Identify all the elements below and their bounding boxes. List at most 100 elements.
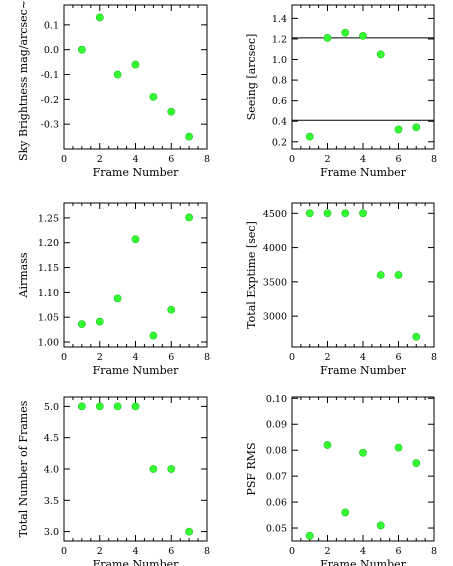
x-tick-label: 6 (168, 352, 174, 363)
data-point (394, 271, 403, 279)
y-tick-label: 0.4 (272, 117, 287, 128)
y-tick-label: 0.07 (266, 472, 287, 483)
x-tick-label: 8 (204, 352, 210, 363)
y-axis-label: Airmass (17, 252, 30, 298)
x-tick-label: 8 (204, 154, 210, 165)
data-point (376, 50, 385, 59)
y-tick-label: 1.0 (272, 55, 287, 66)
data-point (77, 45, 86, 54)
x-tick-label: 6 (395, 154, 401, 165)
x-axis-label: Frame Number (93, 166, 180, 179)
x-tick-label: 2 (97, 546, 103, 557)
x-tick-label: 4 (360, 154, 366, 165)
x-tick-label: 6 (395, 352, 401, 363)
data-point (149, 331, 158, 340)
data-point (131, 60, 140, 69)
x-tick-label: 0 (289, 546, 295, 557)
data-point (305, 132, 314, 141)
data-point (323, 209, 332, 218)
data-point (412, 332, 421, 341)
y-tick-label: 4000 (263, 243, 287, 254)
x-axis-label: Frame Number (320, 166, 407, 179)
data-point (167, 305, 176, 314)
panel-3: 0 2 4 6 8 1.25 1.20 1.15 1.10 1.05 1.00 Frame Numbe… (17, 202, 210, 377)
y-tick-label: -0.1 (41, 70, 59, 81)
data-point (131, 402, 140, 411)
x-tick-label: 2 (97, 352, 103, 363)
y-tick-label: 0.09 (266, 420, 287, 431)
data-point (394, 125, 403, 134)
data-point (77, 402, 86, 411)
data-point (185, 132, 194, 141)
y-tick-label: 0.8 (272, 76, 287, 87)
data-point (185, 213, 194, 222)
x-tick-label: 0 (289, 352, 295, 363)
plot-frame (291, 202, 435, 348)
x-tick-label: 2 (324, 546, 330, 557)
data-point (341, 28, 350, 37)
y-tick-label: 1.20 (38, 238, 59, 249)
x-axis-label: Frame Number (93, 558, 180, 566)
y-tick-label: 0.6 (272, 96, 287, 107)
data-point (359, 209, 367, 218)
data-point (394, 443, 403, 452)
y-tick-label: 1.2 (272, 34, 287, 45)
data-point (95, 13, 104, 22)
y-axis-label: Total Exptime [sec] (245, 221, 258, 329)
x-tick-label: 4 (360, 546, 366, 557)
data-point (113, 402, 122, 411)
x-tick-label: 0 (61, 546, 67, 557)
x-axis-label: Frame Number (93, 364, 180, 377)
y-axis-label: Seeing [arcsec] (245, 34, 258, 121)
x-axis-label: Frame Number (320, 558, 407, 566)
x-tick-label: 2 (324, 154, 330, 165)
data-point (77, 320, 86, 329)
x-tick-label: 6 (168, 546, 174, 557)
y-tick-label: 5.0 (44, 402, 59, 413)
x-tick-label: 4 (132, 154, 138, 165)
data-point (323, 441, 332, 449)
y-tick-label: 0.0 (44, 45, 59, 56)
x-tick-label: 6 (395, 546, 401, 557)
y-tick-label: 1.00 (38, 338, 59, 349)
y-tick-label: 1.4 (272, 14, 287, 25)
data-point (149, 92, 158, 101)
y-tick-label: 0.1 (44, 20, 59, 31)
data-point (167, 465, 176, 473)
x-axis-label: Frame Number (320, 364, 407, 377)
x-tick-label: 0 (61, 352, 67, 363)
y-tick-label: -0.3 (41, 120, 59, 131)
y-tick-label: 3.5 (44, 496, 59, 507)
x-tick-label: 8 (204, 546, 210, 557)
x-tick-label: 2 (97, 154, 103, 165)
x-tick-label: 4 (132, 352, 138, 363)
panel-4: 0 2 4 6 8 4500 4000 3500 3000 Frame Number Total E… (245, 202, 437, 377)
y-tick-label: -0.2 (41, 95, 59, 106)
y-tick-label: 0.05 (266, 524, 287, 535)
y-tick-label: 4500 (263, 209, 287, 220)
data-point (359, 448, 367, 457)
data-point (412, 123, 421, 132)
data-point (113, 70, 122, 79)
y-tick-label: 1.15 (38, 263, 59, 274)
data-point (95, 402, 104, 411)
plot-frame (291, 396, 435, 542)
data-point (113, 294, 122, 303)
data-point (323, 34, 332, 42)
plot-frame (63, 4, 208, 150)
y-tick-label: 3000 (263, 312, 287, 323)
y-tick-label: 0.10 (266, 394, 287, 405)
y-tick-label: 4.5 (44, 433, 59, 444)
data-point (149, 465, 158, 473)
y-axis-label: Total Number of Frames (17, 400, 30, 537)
y-axis-label: Sky Brightness mag/arcsec~2 (17, 0, 30, 161)
y-tick-label: 1.25 (38, 213, 59, 224)
panel-1: 0 2 4 6 8 0.1 0.0 -0.1 -0.2 -0.3 Frame Number Sky B… (17, 0, 210, 179)
x-tick-label: 4 (132, 546, 138, 557)
data-point (131, 235, 140, 244)
x-tick-label: 0 (289, 154, 295, 165)
data-point (167, 107, 176, 116)
y-tick-label: 3.0 (44, 527, 59, 538)
x-tick-label: 8 (431, 352, 437, 363)
y-tick-label: 0.06 (266, 498, 287, 509)
